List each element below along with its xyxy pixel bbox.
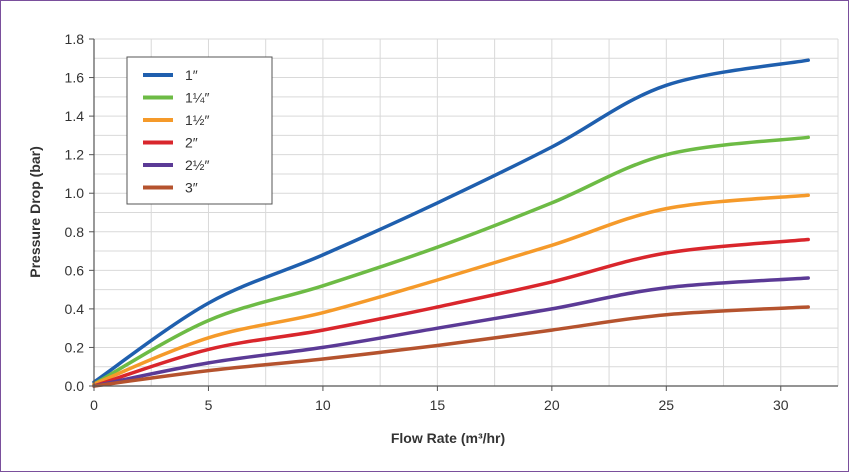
y-tick-label: 0.2 [65, 339, 85, 355]
series-line-3 [92, 237, 810, 388]
x-tick-label: 0 [90, 397, 98, 413]
legend-label: 1″ [185, 67, 198, 83]
y-tick-label: 1.4 [65, 108, 85, 124]
legend-label: 1½″ [185, 112, 209, 128]
legend-label: 2½″ [185, 157, 209, 173]
x-axis-title: Flow Rate (m³/hr) [391, 430, 505, 446]
y-tick-label: 0.8 [65, 224, 85, 240]
y-axis-title: Pressure Drop (bar) [27, 146, 43, 277]
series-lines [92, 58, 810, 388]
x-tick-label: 15 [430, 397, 446, 413]
series-line-5 [92, 305, 810, 388]
series-line-4 [92, 276, 810, 388]
y-tick-label: 1.0 [65, 185, 85, 201]
x-tick-label: 30 [773, 397, 789, 413]
x-tick-label: 25 [659, 397, 675, 413]
legend: 1″ 1¼″ 1½″ 2″ 2½″ 3″ [126, 56, 273, 205]
legend-label: 2″ [185, 135, 198, 151]
y-tick-label: 1.8 [65, 31, 85, 47]
legend-label: 1¼″ [185, 90, 209, 106]
y-tick-label: 0.6 [65, 262, 85, 278]
x-tick-label: 20 [544, 397, 560, 413]
y-tick-label: 0.4 [65, 301, 85, 317]
series-line-0 [92, 58, 810, 384]
series-line-1 [92, 135, 810, 386]
series-line-2 [92, 193, 810, 386]
y-tick-label: 1.2 [65, 147, 85, 163]
y-tick-label: 0.0 [65, 378, 85, 394]
x-axis-ticks: 0 5 10 15 20 25 30 [90, 386, 789, 413]
legend-label: 3″ [185, 180, 198, 196]
x-tick-label: 10 [315, 397, 331, 413]
x-tick-label: 5 [205, 397, 213, 413]
legend-box [126, 56, 273, 205]
y-axis-ticks: 0.0 0.2 0.4 0.6 0.8 1.0 1.2 1.4 1.6 1.8 [65, 31, 94, 394]
axes [93, 39, 838, 387]
y-tick-label: 1.6 [65, 70, 85, 86]
